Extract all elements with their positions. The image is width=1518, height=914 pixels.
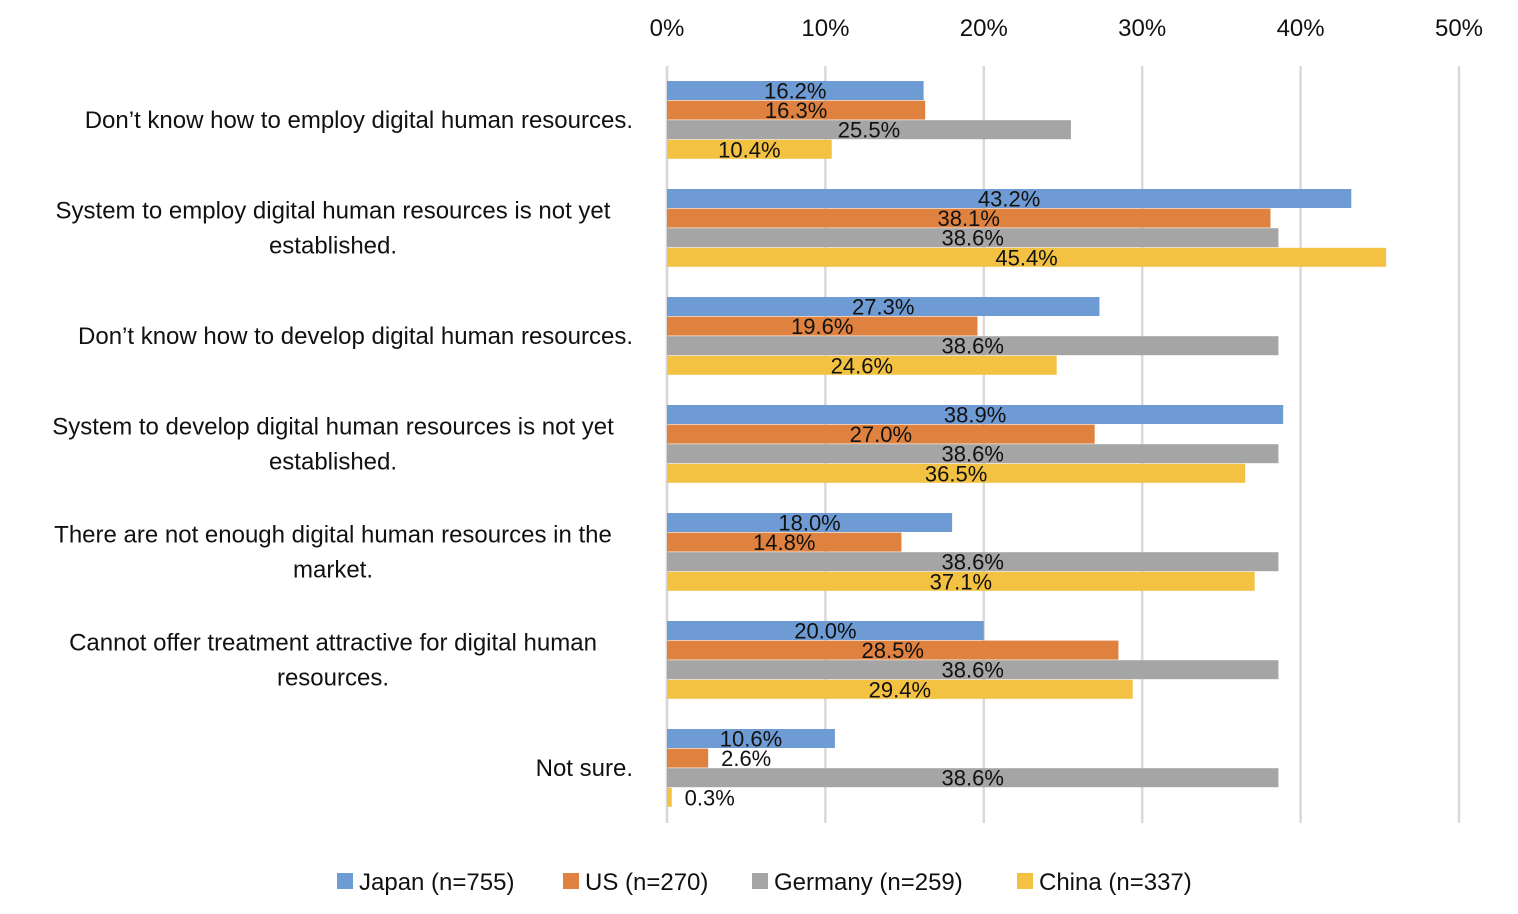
bar-germany-0	[667, 120, 1071, 140]
category-label-5-line-0: Cannot offer treatment attractive for di…	[69, 630, 597, 657]
data-label-us-3: 27.0%	[850, 422, 912, 447]
x-tick-label-10: 10%	[801, 15, 849, 42]
data-label-germany-5: 38.6%	[942, 658, 1004, 683]
legend-swatch-china	[1017, 873, 1033, 889]
data-label-japan-3: 38.9%	[944, 403, 1006, 428]
data-label-japan-4: 18.0%	[778, 511, 840, 536]
x-tick-label-20: 20%	[960, 15, 1008, 42]
data-label-japan-2: 27.3%	[852, 295, 914, 320]
bar-us-3	[667, 424, 1095, 444]
data-label-us-2: 19.6%	[791, 314, 853, 339]
category-label-2-line-0: Don’t know how to develop digital human …	[78, 323, 633, 350]
bar-china-1	[667, 247, 1387, 267]
data-label-china-1: 45.4%	[995, 245, 1057, 270]
category-label-5-line-1: resources.	[277, 665, 389, 692]
bar-germany-2	[667, 336, 1279, 356]
category-label-4-line-1: market.	[293, 557, 373, 584]
category-labels: Don’t know how to employ digital human r…	[52, 107, 633, 782]
legend: Japan (n=755) US (n=270) Germany (n=259) Ch…	[337, 869, 1192, 896]
x-tick-label-40: 40%	[1277, 15, 1325, 42]
bars	[667, 81, 1387, 807]
bar-us-0	[667, 100, 926, 120]
bar-china-0	[667, 139, 832, 159]
bar-us-1	[667, 208, 1271, 228]
data-label-us-1: 38.1%	[938, 206, 1000, 231]
bar-us-6	[667, 748, 709, 768]
legend-label-us: US (n=270)	[585, 869, 708, 896]
data-label-us-5: 28.5%	[862, 638, 924, 663]
data-label-us-6: 2.6%	[721, 746, 771, 771]
legend-swatch-us	[563, 873, 579, 889]
data-label-germany-3: 38.6%	[942, 442, 1004, 467]
data-label-germany-1: 38.6%	[942, 226, 1004, 251]
data-label-germany-6: 38.6%	[942, 766, 1004, 791]
bar-germany-4	[667, 552, 1279, 572]
bar-germany-6	[667, 768, 1279, 788]
category-label-3-line-0: System to develop digital human resource…	[52, 414, 614, 441]
bar-germany-3	[667, 444, 1279, 464]
data-label-us-0: 16.3%	[765, 98, 827, 123]
category-label-4-line-0: There are not enough digital human resou…	[54, 522, 612, 549]
legend-label-germany: Germany (n=259)	[774, 869, 963, 896]
x-tick-label-50: 50%	[1435, 15, 1483, 42]
bar-germany-1	[667, 228, 1279, 248]
legend-swatch-japan	[337, 873, 353, 889]
category-label-1-line-0: System to employ digital human resources…	[56, 198, 611, 225]
legend-label-japan: Japan (n=755)	[359, 869, 514, 896]
data-label-china-3: 36.5%	[925, 461, 987, 486]
data-label-germany-4: 38.6%	[942, 550, 1004, 575]
category-label-6-line-0: Not sure.	[536, 755, 633, 782]
category-label-0-line-0: Don’t know how to employ digital human r…	[85, 107, 633, 134]
data-label-germany-2: 38.6%	[942, 334, 1004, 359]
bar-china-5	[667, 679, 1133, 699]
bar-japan-2	[667, 297, 1100, 316]
data-label-china-0: 10.4%	[718, 137, 780, 162]
bar-us-5	[667, 640, 1119, 660]
bar-china-3	[667, 463, 1246, 483]
category-label-3-line-1: established.	[269, 449, 397, 476]
data-label-japan-6: 10.6%	[720, 727, 782, 752]
bar-japan-1	[667, 189, 1352, 208]
data-label-china-2: 24.6%	[831, 353, 893, 378]
category-label-1-line-1: established.	[269, 233, 397, 260]
bar-china-6	[667, 787, 672, 807]
bar-japan-6	[667, 729, 835, 748]
x-tick-label-30: 30%	[1118, 15, 1166, 42]
data-label-china-6: 0.3%	[685, 785, 735, 810]
bar-japan-3	[667, 405, 1284, 424]
bar-japan-5	[667, 621, 984, 640]
bar-japan-4	[667, 513, 953, 532]
data-label-china-5: 29.4%	[869, 677, 931, 702]
legend-swatch-germany	[752, 873, 768, 889]
bar-us-4	[667, 532, 902, 552]
data-label-china-4: 37.1%	[930, 569, 992, 594]
bar-china-4	[667, 571, 1255, 591]
x-tick-label-0: 0%	[650, 15, 685, 42]
data-label-japan-0: 16.2%	[764, 79, 826, 104]
data-label-japan-1: 43.2%	[978, 187, 1040, 212]
legend-label-china: China (n=337)	[1039, 869, 1192, 896]
bar-japan-0	[667, 81, 924, 100]
bar-china-2	[667, 355, 1057, 375]
x-axis-ticks: 0% 10% 20% 30% 40% 50%	[650, 15, 1483, 42]
data-label-us-4: 14.8%	[753, 530, 815, 555]
bar-us-2	[667, 316, 978, 336]
data-label-japan-5: 20.0%	[794, 619, 856, 644]
data-label-germany-0: 25.5%	[838, 118, 900, 143]
data-labels: 16.2%16.3%25.5%10.4%43.2%38.1%38.6%45.4%…	[685, 79, 1058, 811]
bar-germany-5	[667, 660, 1279, 680]
